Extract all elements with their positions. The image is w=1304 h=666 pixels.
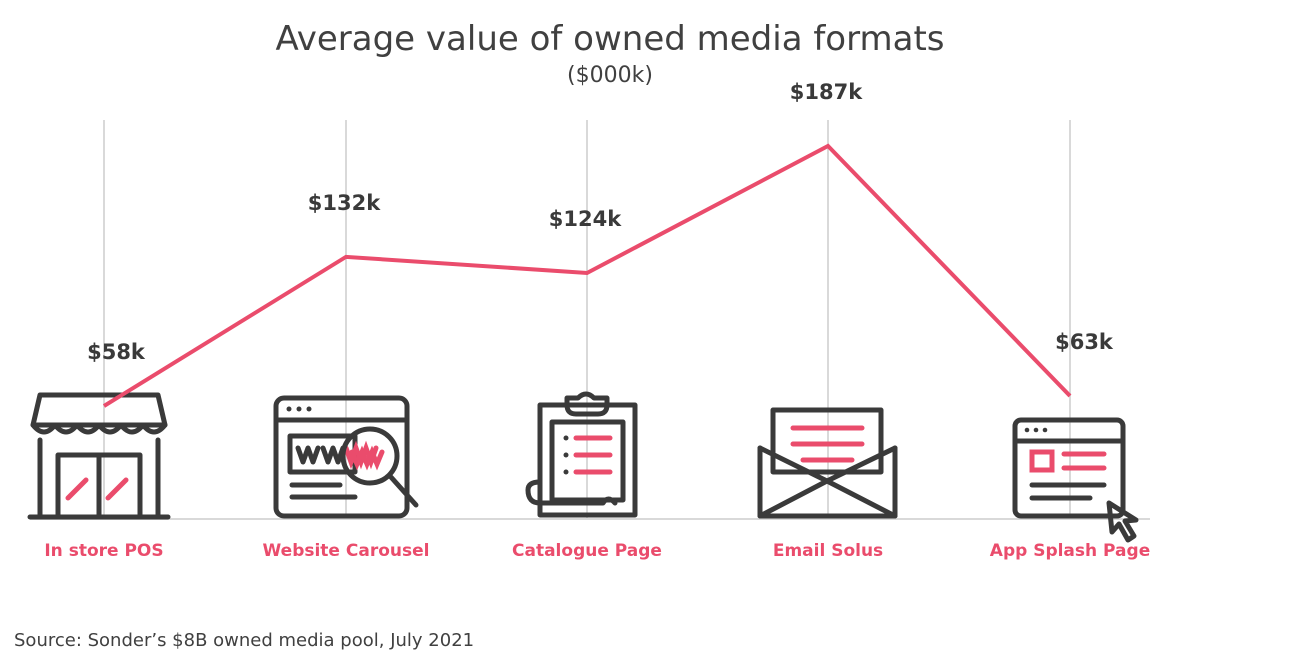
category-label-group: In store POS Website Carousel Catalogue Pa… — [44, 541, 1150, 561]
data-label-1: $132k — [308, 191, 381, 215]
category-label-3: Email Solus — [773, 541, 883, 561]
data-label-2: $124k — [549, 207, 622, 231]
storefront-icon — [27, 392, 171, 520]
series-line-group — [102, 143, 1072, 408]
category-label-1: Website Carousel — [263, 541, 430, 561]
data-label-group: $58k $132k $124k $187k $63k — [87, 80, 1114, 364]
chart-subtitle: ($000k) — [567, 63, 653, 88]
data-label-3: $187k — [790, 80, 863, 104]
open-envelope-icon — [757, 407, 898, 519]
chart-title: Average value of owned media formats — [275, 19, 944, 59]
source-note: Source: Sonder’s $8B owned media pool, J… — [14, 630, 474, 651]
category-label-2: Catalogue Page — [512, 541, 662, 561]
category-label-4: App Splash Page — [990, 541, 1150, 561]
browser-www-search-icon — [273, 395, 419, 519]
data-label-4: $63k — [1055, 330, 1114, 354]
clipboard-checklist-icon — [525, 391, 638, 518]
data-label-0: $58k — [87, 340, 146, 364]
gridlines — [103, 120, 1071, 519]
category-label-0: In store POS — [44, 541, 163, 561]
app-window-cursor-icon — [1012, 417, 1139, 543]
series-line — [102, 143, 1072, 408]
